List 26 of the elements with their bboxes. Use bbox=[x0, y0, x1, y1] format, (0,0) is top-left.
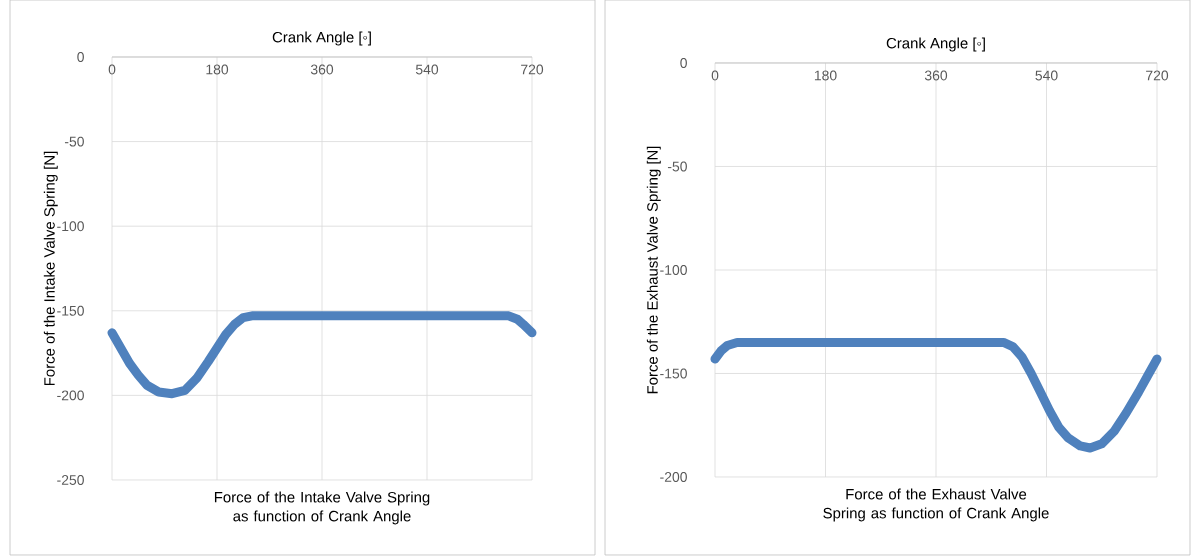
y-tick-label: -100 bbox=[57, 221, 84, 232]
y-tick-label: -50 bbox=[64, 136, 84, 147]
x-tick-label: 720 bbox=[521, 64, 544, 75]
x-tick-label: 0 bbox=[108, 64, 116, 75]
y-tick-label: 0 bbox=[77, 52, 84, 62]
y-axis-title: Force of the Exhaust Valve Spring [N] bbox=[646, 146, 661, 394]
y-tick-label: -150 bbox=[660, 368, 687, 379]
x-axis-title: Crank Angle [◦] bbox=[886, 37, 985, 52]
y-axis-title: Force of the Intake Valve Spring [N] bbox=[43, 151, 58, 386]
x-tick-label: 0 bbox=[711, 70, 719, 81]
y-tick-label: -200 bbox=[660, 472, 687, 482]
y-tick-label: -50 bbox=[667, 161, 687, 172]
y-tick-label: -150 bbox=[57, 305, 84, 316]
x-tick-label: 360 bbox=[924, 70, 948, 81]
x-tick-label: 720 bbox=[1146, 70, 1169, 81]
y-tick-label: -250 bbox=[57, 475, 84, 485]
x-tick-label: 540 bbox=[415, 64, 439, 75]
text: Force of the Exhaust Valve Spring as function of Crank Angle bbox=[823, 488, 1049, 522]
x-tick-label: 180 bbox=[206, 64, 229, 75]
text: Force of the Intake Valve Spring as function of Crank Angle bbox=[214, 491, 430, 525]
x-tick-label: 180 bbox=[814, 70, 837, 81]
x-tick-label: 540 bbox=[1035, 70, 1058, 81]
x-axis-title: Crank Angle [◦] bbox=[272, 31, 371, 46]
y-tick-label: -200 bbox=[57, 390, 84, 401]
x-tick-label: 360 bbox=[310, 64, 334, 75]
y-tick-label: -100 bbox=[660, 265, 687, 275]
